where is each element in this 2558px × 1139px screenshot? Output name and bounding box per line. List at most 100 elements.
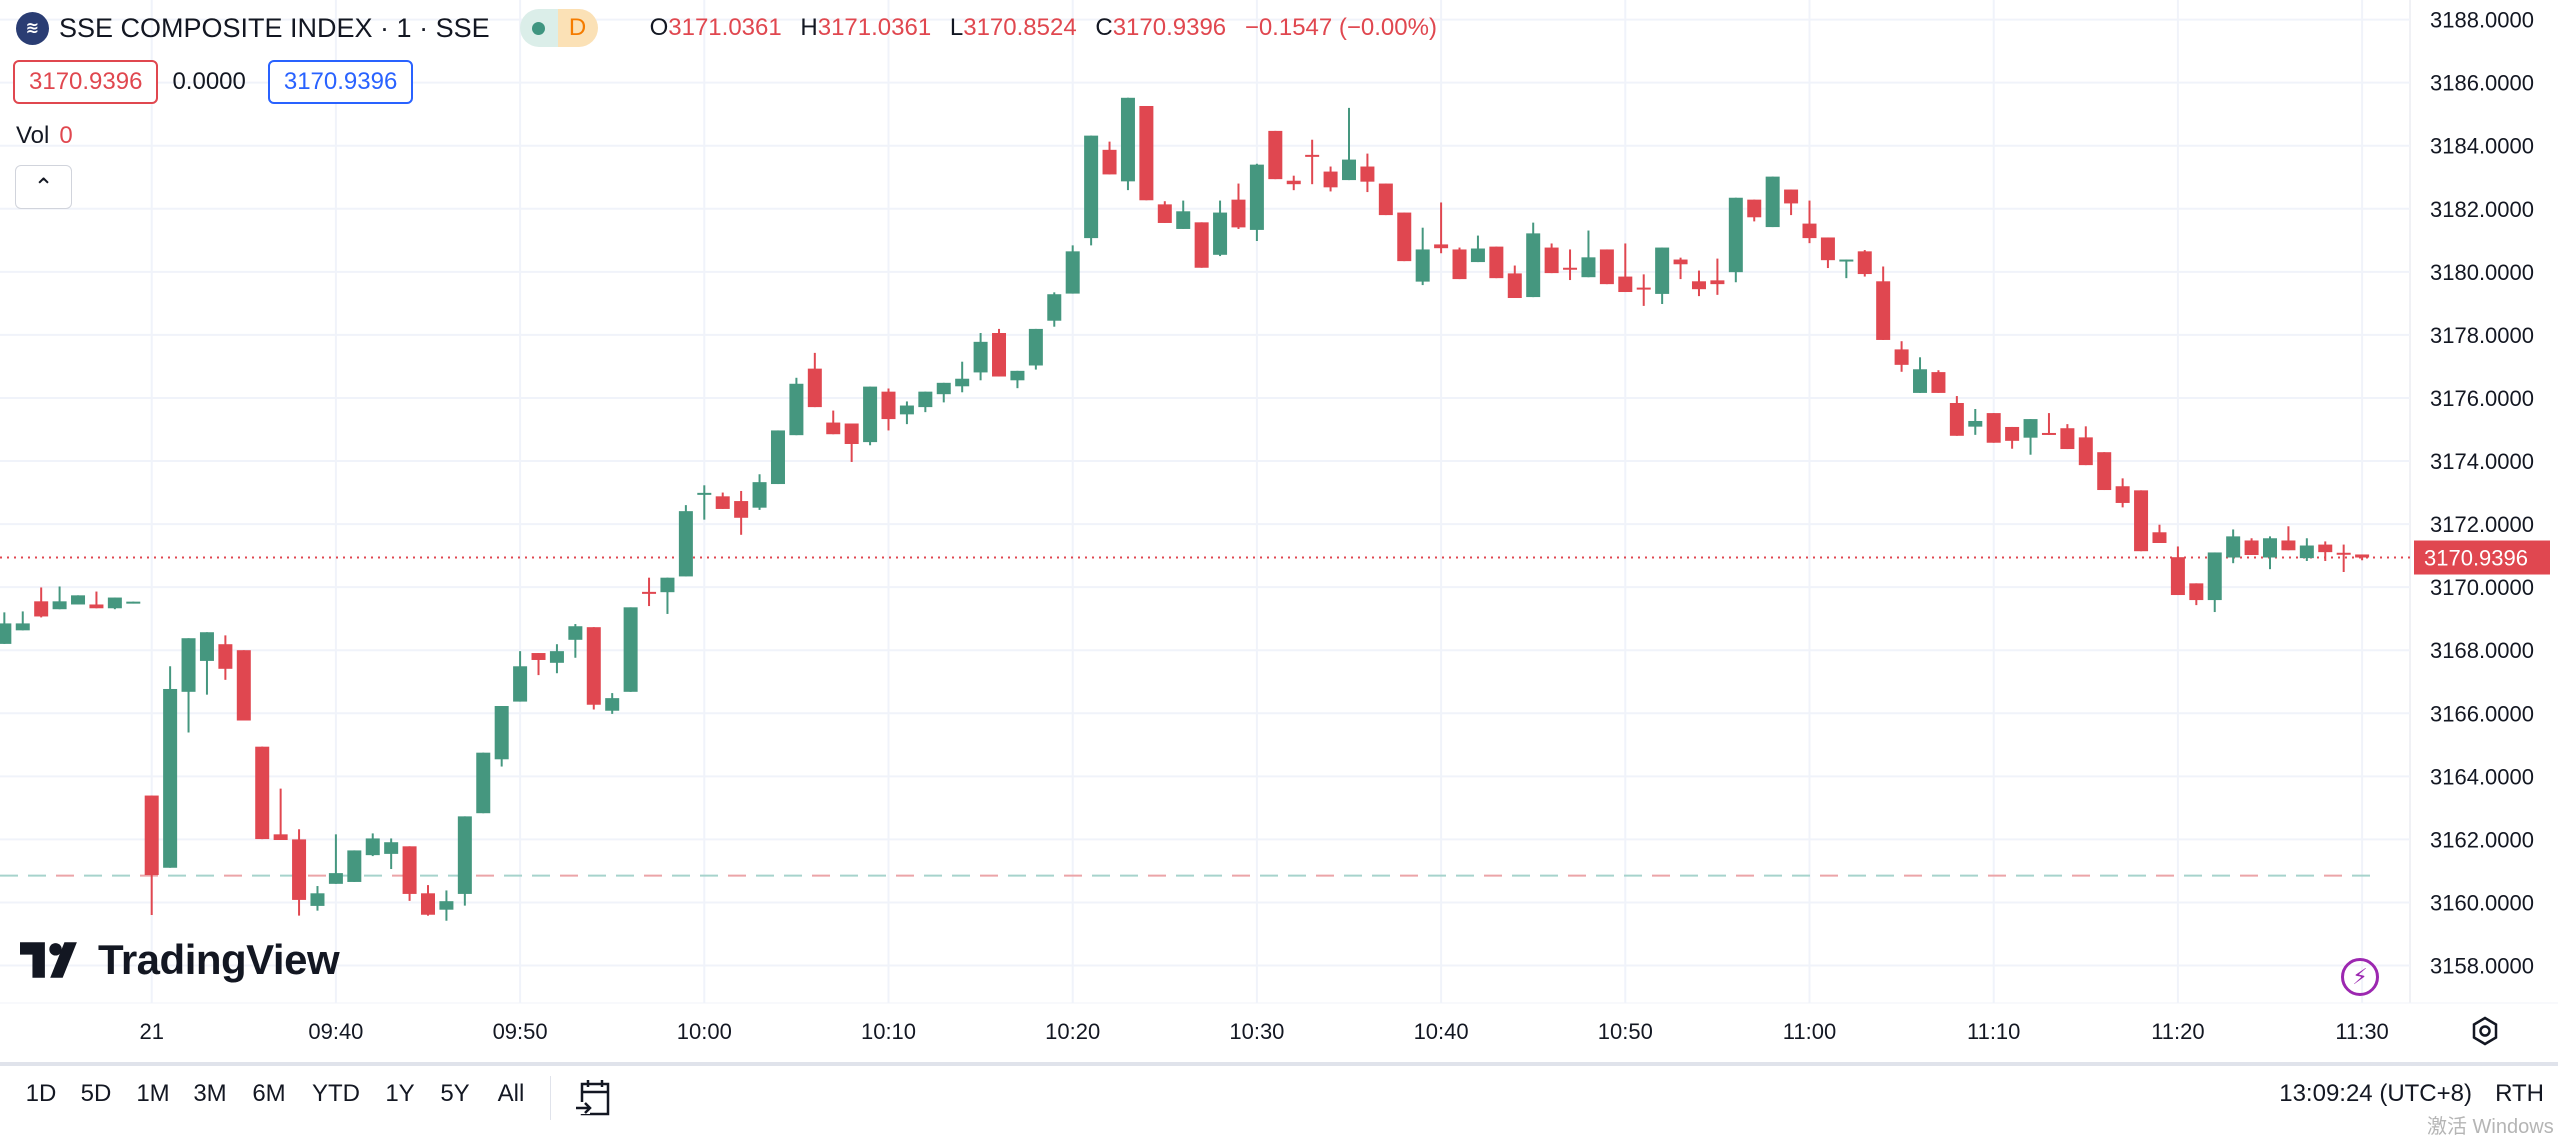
candle (660, 577, 675, 593)
session-toggle[interactable]: RTH (2495, 1080, 2544, 1107)
ohlc-legend: O3171.0361 H3171.0361 L3170.8524 C3170.9… (650, 14, 1449, 42)
candle (144, 795, 159, 876)
prev-session-candle (52, 601, 67, 610)
candle (2097, 452, 2112, 491)
range-6m[interactable]: 6M (252, 1080, 286, 1107)
candle (1213, 212, 1228, 255)
candle (881, 391, 896, 420)
candle (476, 752, 491, 814)
settings-gear-icon[interactable] (2468, 1014, 2502, 1048)
candle (1268, 130, 1283, 180)
prev-session-candle (126, 601, 141, 604)
current-price-badge (2414, 540, 2550, 575)
candle (992, 333, 1007, 377)
prev-session-candle (71, 595, 86, 605)
time-tick-label: 21 (139, 1019, 163, 1044)
candle (2078, 437, 2093, 466)
candle (1397, 212, 1412, 262)
time-tick-label: 10:40 (1414, 1019, 1469, 1044)
candle (1563, 267, 1578, 270)
candle (697, 492, 712, 495)
candle (1986, 413, 2001, 443)
candle (236, 650, 251, 721)
candle (2041, 432, 2056, 435)
candle (1526, 233, 1541, 298)
candle (2207, 552, 2222, 601)
range-3m[interactable]: 3M (193, 1080, 227, 1107)
candle (199, 632, 214, 661)
candle (1581, 257, 1596, 278)
time-tick-label: 09:40 (308, 1019, 363, 1044)
market-status-badge[interactable]: D (519, 9, 598, 47)
price-axis[interactable]: 3158.0000 3160.0000 3162.0000 3164.0000 3166… (2414, 8, 2550, 979)
candle (1342, 159, 1356, 181)
candle (1931, 372, 1946, 393)
candle (1876, 281, 1891, 340)
close-value: 3170.9396 (1112, 14, 1227, 41)
volume-value: 0 (59, 122, 73, 149)
candle (1747, 199, 1762, 218)
current-price-label: 3170.9396 (2424, 546, 2528, 571)
candle (402, 846, 417, 894)
candle (181, 638, 196, 692)
time-tick-label: 11:00 (1783, 1019, 1836, 1044)
candle (1139, 105, 1154, 201)
symbol-title[interactable]: SSE COMPOSITE INDEX · 1 · SSE (59, 12, 490, 43)
price-tick-label: 3186.0000 (2430, 71, 2534, 96)
price-tick-label: 3162.0000 (2430, 827, 2534, 852)
open-value: 3171.0361 (668, 14, 782, 41)
range-1y[interactable]: 1Y (385, 1080, 415, 1107)
range-1m[interactable]: 1M (136, 1080, 170, 1107)
candle (1655, 247, 1670, 294)
tradingview-logo[interactable]: TradingView (20, 936, 340, 984)
candle (1802, 223, 1817, 239)
candle (789, 383, 804, 436)
candle (734, 501, 749, 518)
price-tick-label: 3164.0000 (2430, 764, 2534, 789)
candle (1710, 280, 1725, 285)
candle (1434, 244, 1449, 249)
low-value: 3170.8524 (963, 14, 1077, 41)
candlestick-chart[interactable]: 3158.0000 3160.0000 3162.0000 3164.0000 3166… (0, 0, 2558, 1062)
price-tick-label: 3168.0000 (2430, 638, 2534, 663)
candle (973, 341, 988, 373)
range-all[interactable]: All (497, 1080, 525, 1107)
candle (1470, 248, 1485, 263)
time-tick-label: 11:30 (2335, 1019, 2388, 1044)
candle (1176, 211, 1191, 229)
candle (2005, 426, 2020, 441)
candle (2299, 545, 2314, 559)
candle (586, 627, 601, 705)
range-1d[interactable]: 1D (25, 1080, 57, 1107)
price-tick-label: 3160.0000 (2430, 890, 2534, 915)
clock-timezone[interactable]: 13:09:24 (UTC+8) (2279, 1080, 2472, 1107)
candle (1857, 251, 1872, 275)
candle (2226, 536, 2241, 558)
range-ytd[interactable]: YTD (312, 1080, 360, 1107)
candle (605, 698, 620, 711)
replay-lightning-icon[interactable]: ⚡ (2341, 958, 2379, 996)
time-tick-label: 10:30 (1229, 1019, 1284, 1044)
time-axis[interactable]: 21 09:40 09:50 10:00 10:10 10:20 10:30 10:40 10:… (139, 1019, 2388, 1044)
candle (1544, 247, 1559, 274)
calendar-arrow-icon[interactable] (574, 1078, 614, 1125)
candle (347, 850, 362, 882)
price-tick-label: 3176.0000 (2430, 386, 2534, 411)
chevron-up-icon: ⌃ (33, 173, 54, 201)
buy-button[interactable]: 3170.9396 (267, 60, 414, 104)
candle (439, 901, 454, 910)
candle (1673, 259, 1688, 265)
candle (1728, 197, 1743, 273)
low-label: L (949, 14, 964, 41)
collapse-legend-button[interactable]: ⌃ (15, 165, 72, 209)
price-tick-label: 3182.0000 (2430, 197, 2534, 222)
candle (2134, 490, 2149, 552)
range-5d[interactable]: 5D (80, 1080, 112, 1107)
range-5y[interactable]: 5Y (440, 1080, 470, 1107)
candle (807, 368, 822, 408)
sell-button[interactable]: 3170.9396 (13, 60, 159, 104)
prev-session-candle (34, 601, 49, 617)
toolbar-divider (550, 1076, 551, 1120)
candle (844, 423, 859, 444)
spread-value: 0.0000 (172, 68, 246, 95)
